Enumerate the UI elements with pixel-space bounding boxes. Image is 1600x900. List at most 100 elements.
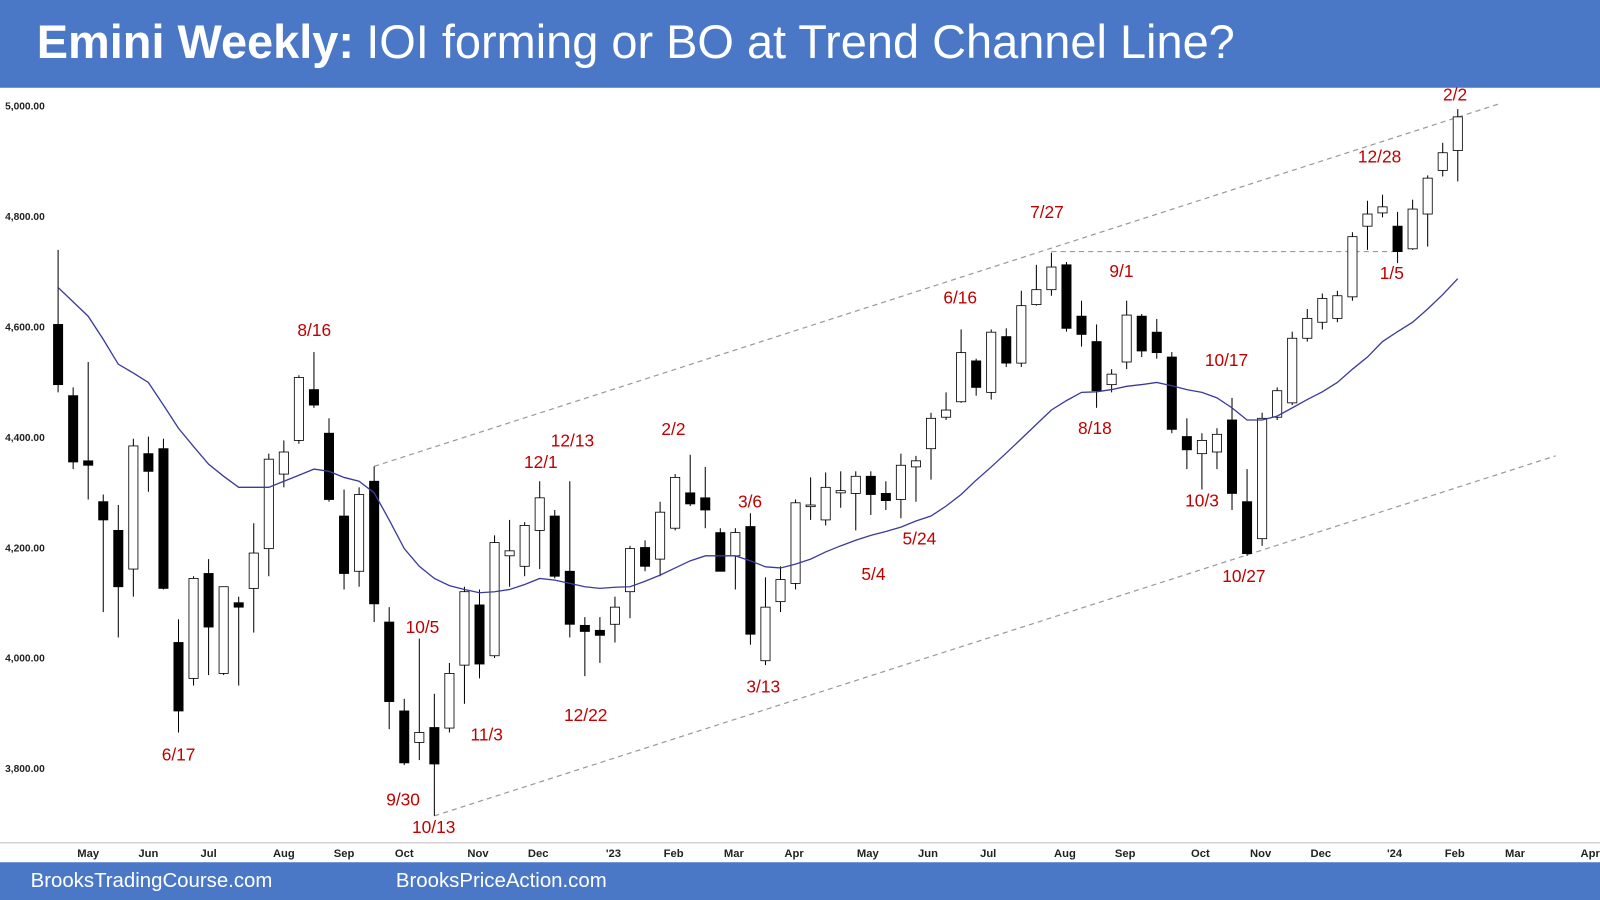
candle-body <box>399 710 410 764</box>
candle-body <box>880 493 891 501</box>
candle-body <box>655 511 666 560</box>
candle-body <box>534 497 545 531</box>
candle-body <box>926 417 937 450</box>
candle-body <box>956 352 967 403</box>
x-tick-label: Dec <box>1311 848 1332 860</box>
candle-body <box>489 542 500 657</box>
candle-body <box>760 606 771 662</box>
x-tick-label: Jul <box>200 848 216 860</box>
x-tick-label: Nov <box>467 848 489 860</box>
trend-line <box>373 103 1501 467</box>
candle-body <box>700 497 711 511</box>
candle-body <box>369 480 380 605</box>
candle-body <box>339 515 350 574</box>
candle-body <box>745 526 756 635</box>
y-tick-label: 4,200.00 <box>5 543 45 554</box>
candle-body <box>1437 152 1448 171</box>
annotation: 10/13 <box>412 817 455 837</box>
candle-body <box>775 579 786 603</box>
candle-body <box>1136 315 1147 352</box>
candle-body <box>1377 206 1388 214</box>
candle-body <box>1076 315 1087 335</box>
annotation: 3/6 <box>738 492 762 512</box>
x-tick-label: Aug <box>1054 848 1076 860</box>
candle-body <box>278 451 289 475</box>
candle-body <box>1031 289 1042 305</box>
candle-body <box>1181 436 1192 451</box>
x-tick-label: Aug <box>273 848 295 860</box>
x-tick-label: Feb <box>664 848 684 860</box>
candle-body <box>459 591 470 666</box>
annotation: 8/18 <box>1078 418 1112 438</box>
x-tick-label: Sep <box>334 848 355 860</box>
x-tick-label: Mar <box>1505 848 1526 860</box>
candle-body <box>625 548 636 593</box>
candle-body <box>1452 116 1463 151</box>
candle-body <box>173 642 184 712</box>
candle-body <box>83 460 94 466</box>
candle-body <box>1016 305 1027 364</box>
candle-body <box>1211 433 1222 453</box>
candle-body <box>1317 298 1328 323</box>
candle-body <box>1392 225 1403 252</box>
candle-body <box>218 586 229 674</box>
y-tick-label: 4,800.00 <box>5 212 45 223</box>
candle-body <box>1106 373 1117 386</box>
x-tick-label: Nov <box>1250 848 1272 860</box>
annotation: 5/24 <box>903 528 937 548</box>
candle-body <box>1287 337 1298 404</box>
candle-body <box>504 550 515 557</box>
candle-body <box>1422 177 1433 215</box>
candle-body <box>640 547 651 567</box>
x-tick-label: Dec <box>528 848 549 860</box>
annotation: 6/17 <box>162 745 196 765</box>
candle-body <box>835 490 846 494</box>
candle-body <box>1257 417 1268 540</box>
footer-link: BrooksPriceAction.com <box>396 870 607 892</box>
candle-body <box>1362 213 1373 227</box>
annotation: 12/1 <box>524 452 558 472</box>
x-tick-label: Jun <box>918 848 938 860</box>
candle-body <box>1166 356 1177 430</box>
candle-body <box>384 621 395 702</box>
candle-body <box>354 494 365 572</box>
x-tick-label: Jun <box>138 848 158 860</box>
candle-body <box>1242 501 1253 555</box>
candle-body <box>850 475 861 494</box>
y-tick-label: 5,000.00 <box>5 102 45 113</box>
candle-body <box>549 515 560 577</box>
annotation: 11/3 <box>471 724 503 744</box>
candle-body <box>1347 236 1358 298</box>
moving-average <box>57 278 1459 594</box>
candle-body <box>790 502 801 584</box>
candle-body <box>1121 314 1132 363</box>
annotation: 12/13 <box>551 430 594 450</box>
y-tick-label: 4,000.00 <box>5 654 45 665</box>
candle-body <box>248 552 259 589</box>
candle-body <box>188 578 199 679</box>
x-tick-label: May <box>857 848 880 860</box>
candle-body <box>579 624 590 632</box>
annotation: 9/1 <box>1109 261 1133 281</box>
candle-body <box>324 432 335 500</box>
x-tick-label: Oct <box>1191 848 1210 860</box>
x-tick-label: Jul <box>980 848 996 860</box>
candle-body <box>98 501 109 521</box>
candle-body <box>429 727 440 765</box>
x-tick-label: '24 <box>1387 848 1403 860</box>
annotation: 10/17 <box>1205 350 1248 370</box>
candle-body <box>1046 266 1057 291</box>
candle-body <box>895 464 906 500</box>
x-tick-label: '23 <box>606 848 621 860</box>
candle-body <box>609 606 620 625</box>
candle-body <box>1196 439 1207 455</box>
annotation: 8/16 <box>297 320 331 340</box>
footer-band <box>0 862 1600 900</box>
y-tick-label: 3,800.00 <box>5 764 45 775</box>
candle-body <box>1061 264 1072 329</box>
annotation: 2/2 <box>1443 84 1467 104</box>
annotation: 1/5 <box>1380 263 1404 283</box>
x-tick-label: Sep <box>1115 848 1136 860</box>
